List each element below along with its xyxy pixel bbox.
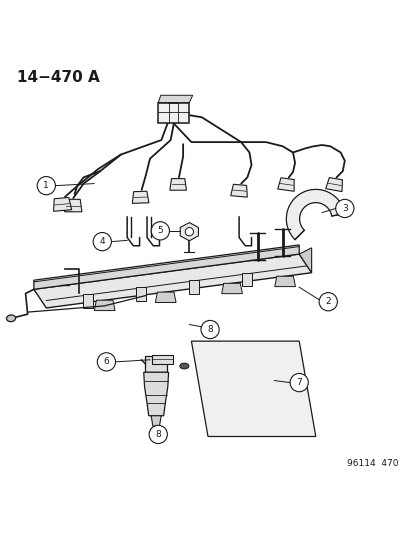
Text: 14−470 A: 14−470 A (17, 70, 100, 85)
Text: 5: 5 (157, 227, 163, 236)
Polygon shape (180, 223, 198, 241)
FancyBboxPatch shape (136, 287, 146, 301)
FancyBboxPatch shape (83, 294, 93, 308)
Ellipse shape (7, 315, 16, 321)
Text: 8: 8 (207, 325, 213, 334)
Polygon shape (158, 95, 193, 103)
Text: 1: 1 (43, 181, 49, 190)
Polygon shape (155, 292, 176, 302)
Polygon shape (231, 184, 247, 197)
FancyBboxPatch shape (146, 356, 167, 372)
FancyBboxPatch shape (152, 355, 173, 364)
FancyBboxPatch shape (158, 103, 189, 124)
Text: 96114  470: 96114 470 (347, 458, 399, 467)
Circle shape (149, 425, 167, 443)
Polygon shape (132, 191, 149, 204)
Circle shape (201, 320, 219, 338)
Ellipse shape (150, 428, 160, 433)
FancyBboxPatch shape (189, 280, 199, 294)
Polygon shape (191, 341, 316, 437)
Polygon shape (222, 284, 243, 294)
Ellipse shape (180, 363, 189, 369)
Circle shape (319, 293, 337, 311)
Polygon shape (170, 179, 186, 190)
Polygon shape (94, 300, 115, 311)
Polygon shape (144, 372, 168, 416)
Text: 6: 6 (104, 357, 109, 366)
Polygon shape (286, 189, 345, 240)
Polygon shape (64, 199, 82, 212)
Text: 8: 8 (155, 430, 161, 439)
Polygon shape (275, 276, 295, 287)
Circle shape (290, 374, 308, 392)
Polygon shape (34, 245, 299, 289)
Circle shape (37, 176, 55, 195)
Polygon shape (151, 416, 161, 426)
FancyBboxPatch shape (242, 273, 252, 286)
Polygon shape (54, 198, 72, 211)
Circle shape (97, 353, 116, 371)
Circle shape (151, 222, 169, 240)
Polygon shape (278, 177, 294, 191)
Text: 3: 3 (342, 204, 348, 213)
Text: 4: 4 (99, 237, 105, 246)
Circle shape (336, 199, 354, 217)
Polygon shape (326, 177, 342, 191)
Text: 7: 7 (296, 378, 302, 387)
Polygon shape (299, 248, 312, 273)
Polygon shape (34, 254, 312, 308)
Circle shape (185, 228, 193, 236)
Text: 2: 2 (325, 297, 331, 306)
Circle shape (93, 232, 111, 251)
